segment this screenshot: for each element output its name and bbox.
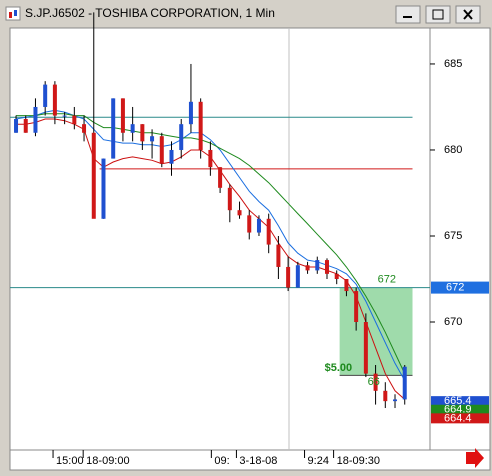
y-tick-label: 685	[444, 58, 462, 70]
price-tag	[431, 396, 489, 407]
candle-body	[373, 373, 378, 391]
candle-body	[23, 119, 28, 133]
level-axis-label: 672	[446, 282, 464, 294]
candle-body	[62, 115, 67, 117]
candle-body	[334, 273, 339, 279]
candle-body	[383, 390, 388, 402]
candle-body	[237, 210, 242, 216]
candle-body	[52, 84, 57, 116]
x-tick-label: 15:00	[56, 455, 84, 467]
candle-body	[266, 218, 271, 245]
price-label: 665.4	[444, 395, 472, 407]
candle-body	[91, 132, 96, 219]
price-label: 664.4	[444, 412, 472, 424]
candle-body	[286, 266, 291, 288]
candle-body	[179, 124, 184, 150]
maximize-button[interactable]	[425, 5, 451, 24]
candle-body	[111, 98, 116, 159]
candle-body	[82, 124, 87, 133]
x-axis-panel	[9, 449, 491, 471]
annotation: $5.00	[325, 362, 353, 374]
candle-body	[402, 366, 407, 400]
y-tick-label: 670	[444, 316, 462, 328]
candle-body	[101, 158, 106, 219]
candle-body	[188, 101, 193, 125]
level-axis-tag	[431, 281, 489, 294]
candle-body	[247, 215, 252, 233]
candle-body	[140, 124, 145, 142]
range-box	[339, 287, 413, 376]
candle-body	[393, 399, 398, 402]
maximize-glyph	[432, 9, 444, 20]
y-tick-label: 680	[444, 144, 462, 156]
candle-body	[130, 124, 135, 133]
candle-body	[363, 322, 368, 374]
candle-body	[159, 136, 164, 164]
candle-body	[305, 265, 310, 271]
candle-body	[256, 218, 261, 233]
candle-body	[218, 167, 223, 188]
price-tag	[431, 413, 489, 424]
candle-body	[276, 244, 281, 267]
candle-body	[14, 119, 19, 133]
price-tag	[431, 404, 489, 415]
x-tick-label: 9:24	[308, 455, 329, 467]
window-icon	[5, 6, 21, 21]
candle-body	[208, 149, 213, 168]
candle-body	[198, 101, 203, 150]
x-tick-label: 3-18-08	[239, 455, 277, 467]
annotation: 672	[378, 274, 396, 286]
plot-area	[9, 27, 431, 451]
x-tick-label: 09:	[214, 455, 229, 467]
candle-body	[227, 187, 232, 211]
x-tick-label: 18-09:00	[86, 455, 129, 467]
close-glyph	[463, 9, 473, 20]
window-icon-bar	[14, 10, 17, 16]
candle-body	[344, 278, 349, 292]
candle-body	[324, 260, 329, 274]
candle-body	[150, 136, 155, 142]
candle-body	[72, 115, 77, 125]
minimize-button[interactable]	[395, 5, 421, 24]
window-icon-bar	[9, 12, 12, 18]
x-tick-label: 18-09:30	[337, 455, 380, 467]
candle-body	[169, 149, 174, 164]
candle-body	[315, 260, 320, 271]
candle-body	[120, 98, 125, 133]
price-label: 664.9	[444, 404, 472, 416]
window-title: S.JP.J6502 - TOSHIBA CORPORATION, 1 Min	[25, 6, 275, 20]
candle-body	[33, 106, 38, 133]
annotation: 66	[368, 376, 380, 388]
candle-body	[295, 265, 300, 288]
candle-body	[43, 84, 48, 107]
moving-average	[15, 109, 406, 381]
y-tick-label: 675	[444, 230, 462, 242]
scroll-arrow[interactable]	[466, 448, 484, 468]
candle-body	[354, 291, 359, 323]
